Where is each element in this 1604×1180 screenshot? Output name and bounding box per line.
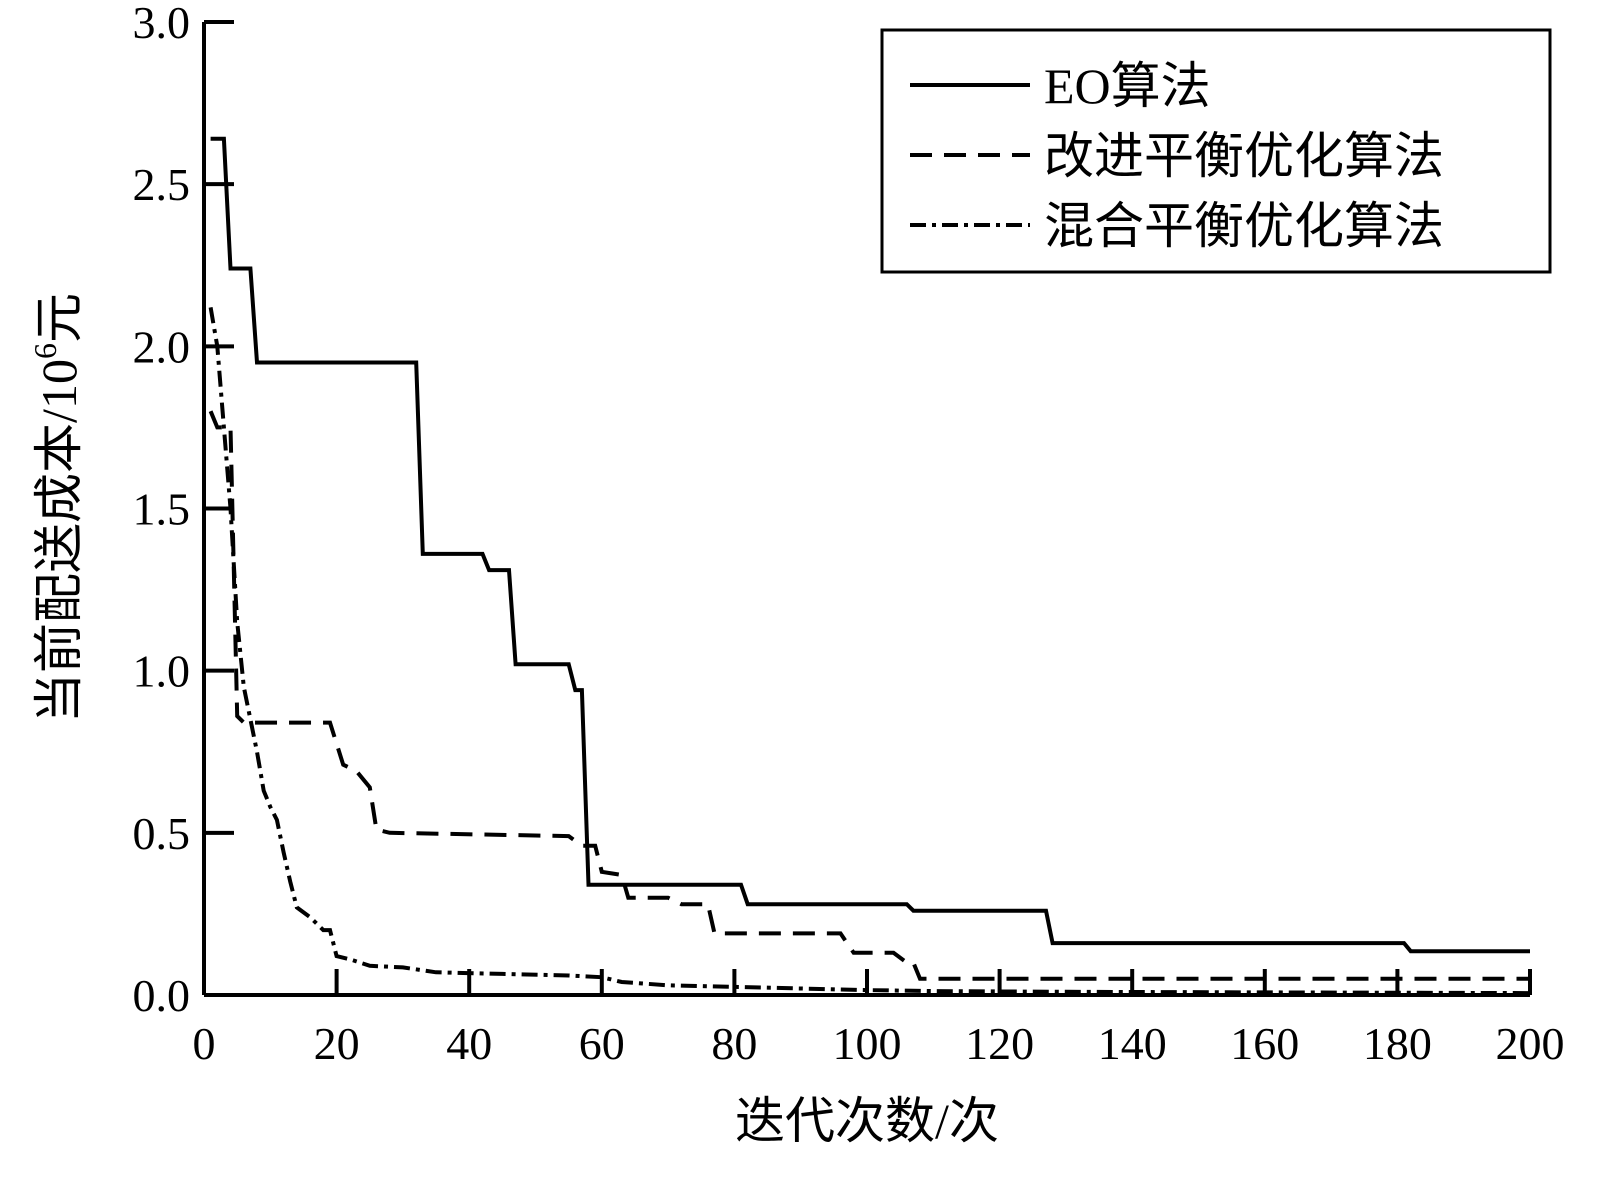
legend-box — [880, 28, 1552, 274]
legend-label-3: 混合平衡优化算法 — [1044, 198, 1444, 254]
x-tick-label: 60 — [579, 1018, 625, 1069]
legend-label-2: 改进平衡优化算法 — [1044, 128, 1444, 184]
x-tick-label: 20 — [314, 1018, 360, 1069]
x-ticks: 0 20 40 60 80 100 120 140 160 180 200 — [193, 969, 1565, 1069]
x-tick-label: 180 — [1363, 1018, 1432, 1069]
y-tick-label: 2.0 — [133, 321, 191, 372]
series-line-2 — [208, 410, 1530, 981]
y-tick-label: 1.5 — [133, 484, 191, 535]
legend-label-1: EO算法 — [1044, 58, 1211, 114]
y-axis-label-text: 当前配送成本/10 — [31, 359, 87, 723]
series-line-1 — [210, 136, 1530, 954]
series-layer — [208, 136, 1531, 996]
y-tick-label: 2.5 — [133, 159, 191, 210]
x-tick-label: 100 — [833, 1018, 902, 1069]
x-tick-label: 160 — [1230, 1018, 1299, 1069]
y-ticks: 0.0 0.5 1.0 1.5 2.0 2.5 3.0 — [133, 0, 234, 1021]
y-tick-label: 0.5 — [133, 808, 191, 859]
x-tick-label: 120 — [965, 1018, 1034, 1069]
series-line-3 — [208, 307, 1531, 996]
x-tick-label: 200 — [1496, 1018, 1565, 1069]
x-tick-label: 80 — [711, 1018, 757, 1069]
x-axis-label: 迭代次数/次 — [735, 1093, 999, 1149]
y-axis-label-unit: 元 — [31, 293, 87, 343]
y-tick-label: 0.0 — [133, 970, 191, 1021]
y-tick-label: 3.0 — [133, 0, 191, 48]
x-tick-label: 140 — [1098, 1018, 1167, 1069]
x-tick-label: 0 — [193, 1018, 216, 1069]
y-axis-label: 当前配送成本/106元 — [27, 293, 87, 723]
x-tick-label: 40 — [446, 1018, 492, 1069]
y-tick-label: 1.0 — [133, 646, 191, 697]
y-axis-label-exponent: 6 — [27, 343, 63, 359]
